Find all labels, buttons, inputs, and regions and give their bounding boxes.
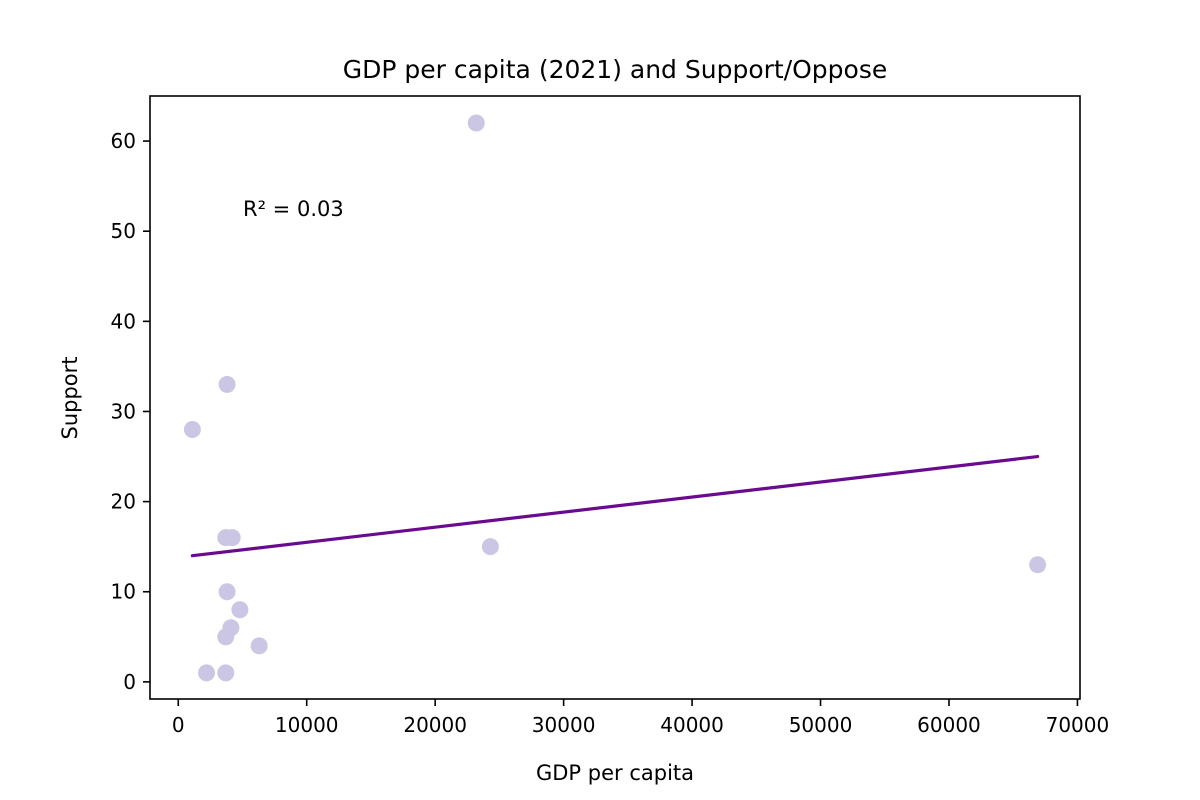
x-tick-label-5: 50000 — [789, 713, 853, 737]
y-tick-label-3: 30 — [111, 399, 136, 423]
y-axis-ticks: 0 10 20 30 40 50 60 — [111, 129, 150, 694]
y-tick-label-1: 10 — [111, 580, 136, 604]
y-tick-label-0: 0 — [123, 670, 136, 694]
data-point-5 — [481, 538, 499, 556]
data-point-11 — [250, 637, 268, 655]
data-point-10 — [217, 628, 235, 646]
x-axis-title: GDP per capita — [536, 761, 694, 785]
x-tick-label-0: 0 — [172, 713, 185, 737]
data-point-13 — [217, 664, 235, 682]
x-tick-label-7: 70000 — [1046, 713, 1110, 737]
x-axis-ticks: 0 10000 20000 30000 40000 50000 60000 70000 — [172, 699, 1109, 737]
y-tick-label-5: 50 — [111, 219, 136, 243]
data-point-8 — [231, 601, 249, 619]
y-tick-label-4: 40 — [111, 309, 136, 333]
trendline-layer — [190, 454, 1040, 558]
x-tick-label-3: 30000 — [532, 713, 596, 737]
data-point-1 — [218, 375, 236, 393]
data-point-0 — [467, 114, 485, 132]
trendline — [190, 454, 1040, 558]
data-point-12 — [198, 664, 216, 682]
data-point-2 — [183, 420, 201, 438]
x-tick-label-6: 60000 — [917, 713, 981, 737]
x-tick-label-1: 10000 — [275, 713, 339, 737]
data-point-7 — [218, 583, 236, 601]
y-tick-label-6: 60 — [111, 129, 136, 153]
r-squared-annotation: R² = 0.03 — [243, 197, 344, 221]
chart-title: GDP per capita (2021) and Support/Oppose — [343, 55, 888, 84]
y-tick-label-2: 20 — [111, 490, 136, 514]
scatter-points — [183, 114, 1047, 682]
plot-frame — [149, 95, 1081, 700]
data-point-6 — [1029, 556, 1047, 574]
x-tick-label-4: 40000 — [660, 713, 724, 737]
x-tick-label-2: 20000 — [403, 713, 467, 737]
data-point-4 — [223, 529, 241, 547]
y-axis-title: Support — [58, 356, 82, 439]
